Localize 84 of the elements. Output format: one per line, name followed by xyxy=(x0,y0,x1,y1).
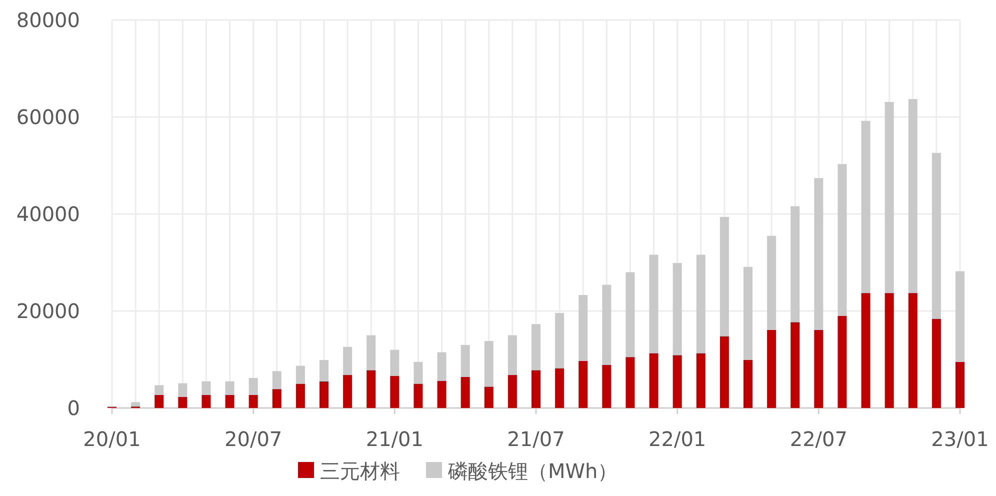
bar xyxy=(814,330,824,408)
bar xyxy=(178,383,188,397)
bar xyxy=(602,284,612,365)
bar xyxy=(414,384,423,408)
bar xyxy=(672,355,682,408)
bar xyxy=(154,385,164,395)
bar xyxy=(626,272,635,358)
bar xyxy=(272,389,282,408)
bar xyxy=(296,366,305,384)
bar xyxy=(932,318,941,408)
bar xyxy=(649,353,658,408)
bar xyxy=(366,370,376,408)
bar xyxy=(484,386,494,408)
bar xyxy=(390,376,400,408)
bar xyxy=(225,381,234,395)
bar xyxy=(578,360,588,408)
bar xyxy=(956,362,964,408)
bar xyxy=(202,381,211,395)
bar xyxy=(744,360,752,408)
x-tick-label: 20/01 xyxy=(83,427,141,451)
bar xyxy=(178,396,188,408)
bar xyxy=(672,262,682,356)
bar xyxy=(861,120,870,294)
bar xyxy=(248,378,258,395)
bar xyxy=(838,164,847,316)
bar xyxy=(932,152,941,319)
bar xyxy=(790,322,800,408)
bar xyxy=(343,346,352,376)
x-tick-label: 20/07 xyxy=(224,427,282,451)
bar xyxy=(956,271,964,362)
bar xyxy=(437,352,446,381)
bar xyxy=(225,394,234,408)
bar xyxy=(532,324,540,370)
bar xyxy=(861,293,870,408)
bar xyxy=(884,293,894,408)
y-tick-label: 80000 xyxy=(16,8,80,32)
bar xyxy=(320,381,328,408)
bar xyxy=(908,293,918,408)
bar xyxy=(884,102,894,294)
bar xyxy=(696,353,706,408)
bar xyxy=(532,370,540,408)
bar xyxy=(626,357,635,408)
bar xyxy=(649,254,658,354)
y-tick-label: 40000 xyxy=(16,202,80,226)
bar xyxy=(908,99,918,294)
bar xyxy=(202,394,211,408)
x-tick-label: 22/07 xyxy=(790,427,848,451)
bar xyxy=(838,316,847,408)
bar xyxy=(720,216,729,336)
bar xyxy=(460,344,470,377)
legend-label: 磷酸铁锂（MWh） xyxy=(447,459,618,483)
bar xyxy=(460,376,470,408)
bar xyxy=(508,375,517,408)
bar xyxy=(414,362,423,384)
bar xyxy=(720,336,729,408)
bar xyxy=(366,335,376,370)
bar xyxy=(320,360,328,382)
bar xyxy=(555,312,564,368)
bar xyxy=(390,350,400,376)
bar xyxy=(154,394,164,408)
x-tick-label: 22/01 xyxy=(648,427,706,451)
bar xyxy=(767,330,776,408)
x-tick-label: 21/01 xyxy=(366,427,424,451)
bar xyxy=(508,335,517,376)
y-tick-label: 20000 xyxy=(16,299,80,323)
bar xyxy=(790,206,800,322)
legend-label: 三元材料 xyxy=(320,459,400,483)
x-tick-label: 21/07 xyxy=(507,427,565,451)
y-tick-label: 60000 xyxy=(16,105,80,129)
bar xyxy=(578,294,588,361)
bar xyxy=(296,384,305,408)
bar xyxy=(555,368,564,408)
bar xyxy=(814,178,824,330)
bar xyxy=(484,341,494,387)
bar xyxy=(696,254,706,354)
bar xyxy=(343,375,352,408)
bar xyxy=(437,380,446,408)
bar xyxy=(272,371,282,390)
bar xyxy=(602,364,612,408)
bar xyxy=(744,266,752,360)
y-tick-label: 0 xyxy=(67,396,80,420)
bar xyxy=(767,236,776,330)
bar xyxy=(248,394,258,408)
x-tick-label: 23/01 xyxy=(931,427,989,451)
